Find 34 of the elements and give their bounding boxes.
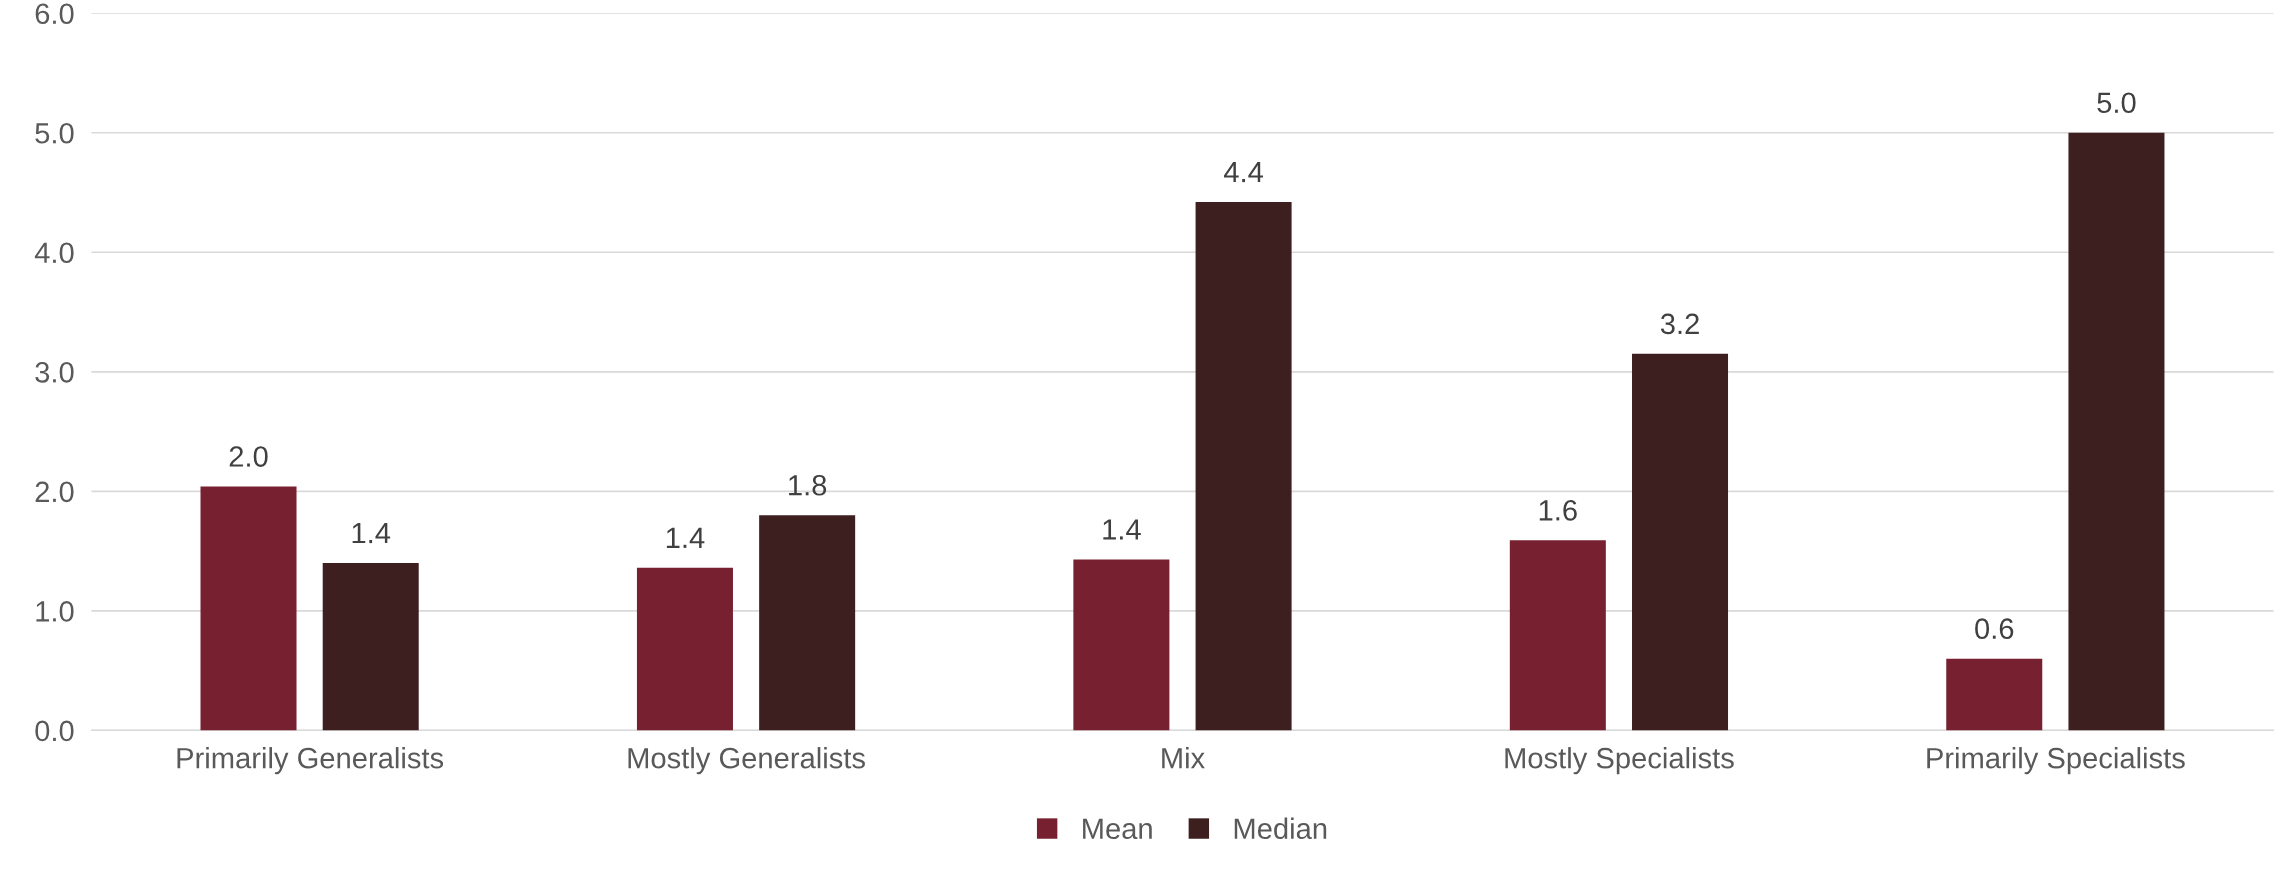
- y-tick-label: 4.0: [34, 242, 74, 264]
- bar: [636, 567, 733, 731]
- bar: [1195, 202, 1292, 731]
- y-tick-label: 2.0: [35, 481, 74, 503]
- x-tick-label: Mostly Specialists: [1505, 747, 1734, 775]
- bar: [759, 515, 856, 731]
- legend-label: Mean: [1083, 818, 1152, 840]
- data-label: 1.8: [789, 474, 827, 496]
- x-tick-label: Primarily Specialists: [1927, 747, 2185, 775]
- y-tick-label: 5.0: [35, 122, 74, 144]
- data-label: 1.4: [352, 523, 391, 544]
- y-tick-label: 6.0: [35, 3, 74, 25]
- legend-label: Median: [1234, 817, 1327, 840]
- x-tick-label: Mostly Generalists: [628, 747, 865, 775]
- bar: [1946, 658, 2043, 731]
- y-tick-label: 3.0: [35, 362, 74, 383]
- data-label: 4.4: [1223, 162, 1264, 183]
- data-label: 1.4: [666, 527, 705, 548]
- data-label: 5.0: [2097, 92, 2136, 114]
- bar: [2068, 132, 2165, 731]
- data-label: 1.4: [1103, 519, 1141, 540]
- x-tick-label: Mix: [1162, 747, 1205, 769]
- bar: [200, 486, 297, 731]
- bar: [1509, 540, 1606, 731]
- bar: [322, 563, 419, 731]
- data-label: 0.6: [1975, 618, 2014, 640]
- y-tick-label: 0.0: [35, 720, 74, 742]
- bar: [1632, 353, 1729, 731]
- x-tick-label: Primarily Generalists: [177, 747, 444, 775]
- bar: [1073, 559, 1170, 731]
- data-label: 3.2: [1660, 313, 1699, 335]
- y-tick-label: 1.0: [36, 601, 74, 622]
- data-label: 2.0: [229, 446, 268, 467]
- data-label: 1.6: [1539, 500, 1577, 521]
